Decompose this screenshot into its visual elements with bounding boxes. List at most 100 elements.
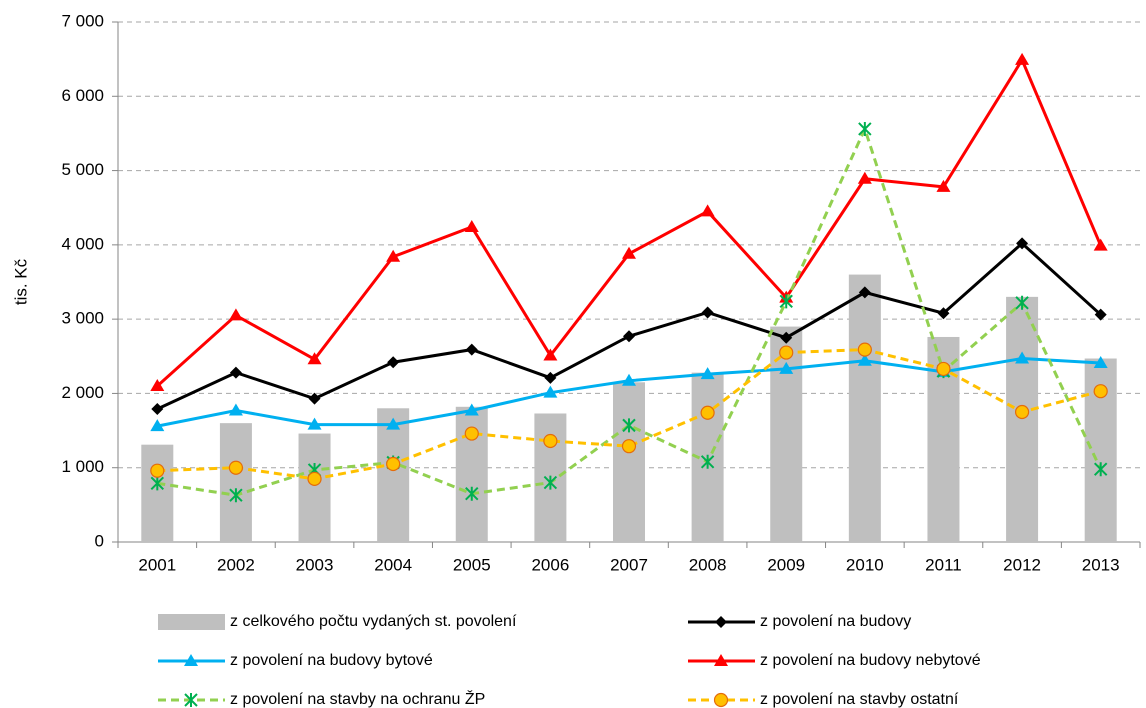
marker [465,486,479,501]
marker [779,294,793,309]
marker [857,353,872,366]
marker [150,463,165,478]
marker [779,345,794,360]
y-axis-title: tis. Kč [11,258,30,305]
marker [701,306,714,319]
marker [1094,308,1107,321]
marker [386,456,401,472]
marker [858,121,872,136]
series [150,342,1108,486]
marker [464,403,479,416]
marker [150,476,165,491]
legend-marker [184,693,198,707]
marker [228,308,243,321]
series [150,52,1108,391]
x-tick-label: 2011 [925,555,962,574]
bar [298,433,331,542]
y-tick-label: 6 000 [61,86,104,105]
marker [700,204,715,217]
legend-label: z povolení na stavby ostatní [760,691,959,708]
bar [613,382,645,542]
legend-label: z povolení na budovy bytové [230,652,433,669]
marker [1016,237,1029,250]
marker [622,373,636,386]
x-tick-label: 2010 [846,555,884,574]
marker [1015,351,1030,364]
marker [623,330,635,343]
x-tick-label: 2012 [1003,555,1041,574]
marker [386,249,401,262]
marker [622,246,636,259]
bar [141,444,174,542]
y-tick-label: 1 000 [61,457,104,476]
marker [700,454,715,469]
bar [1006,296,1039,542]
marker [1093,238,1108,251]
marker [779,361,794,374]
legend-swatch [158,614,225,630]
marker [1093,384,1108,399]
legend-label: z celkového počtu vydaných st. povolení [230,613,517,630]
marker [936,361,951,377]
x-tick-label: 2002 [217,555,255,574]
marker [543,348,558,361]
marker [307,352,322,365]
bar [848,274,881,542]
bar [377,408,410,542]
x-tick-label: 2001 [138,555,176,574]
marker [150,419,165,432]
legend-marker [714,654,728,666]
marker [228,460,244,475]
marker [1015,52,1030,65]
marker [937,307,950,320]
marker [387,356,400,369]
y-tick-label: 0 [95,531,104,550]
marker [386,417,401,430]
y-tick-label: 3 000 [61,309,104,328]
x-tick-label: 2005 [453,555,491,574]
legend-marker [713,692,729,708]
legend-label: z povolení na budovy [760,613,911,630]
y-tick-label: 5 000 [61,160,104,179]
x-tick-label: 2007 [610,555,648,574]
marker [151,403,164,416]
marker [780,331,793,344]
y-tick-label: 4 000 [61,234,104,253]
marker [307,471,322,486]
marker [857,171,872,184]
marker [1093,355,1108,368]
series [151,237,1107,416]
legend-label: z povolení na budovy nebytové [760,652,981,669]
marker [228,403,243,416]
marker [229,488,243,503]
marker [621,439,637,454]
marker [1014,404,1030,420]
marker [622,418,636,433]
marker [543,433,558,449]
marker [229,366,242,379]
marker [936,179,951,192]
marker [700,405,715,420]
marker [543,385,558,398]
marker [1093,462,1108,477]
x-tick-label: 2008 [689,555,727,574]
y-tick-label: 2 000 [61,383,104,402]
marker [464,426,479,441]
y-tick-label: 7 000 [61,11,104,30]
x-tick-label: 2004 [374,555,412,574]
marker [150,379,165,391]
legend-marker [184,654,198,666]
marker [858,286,871,299]
marker [465,343,478,356]
legend-marker [715,616,727,628]
bar [219,423,252,542]
legend-label: z povolení na stavby na ochranu ŽP [230,689,485,708]
marker [464,220,479,233]
x-tick-label: 2006 [531,555,569,574]
x-tick-label: 2013 [1082,555,1120,574]
marker [1015,295,1029,310]
x-tick-label: 2009 [767,555,805,574]
x-tick-label: 2003 [296,555,334,574]
marker [700,367,715,380]
